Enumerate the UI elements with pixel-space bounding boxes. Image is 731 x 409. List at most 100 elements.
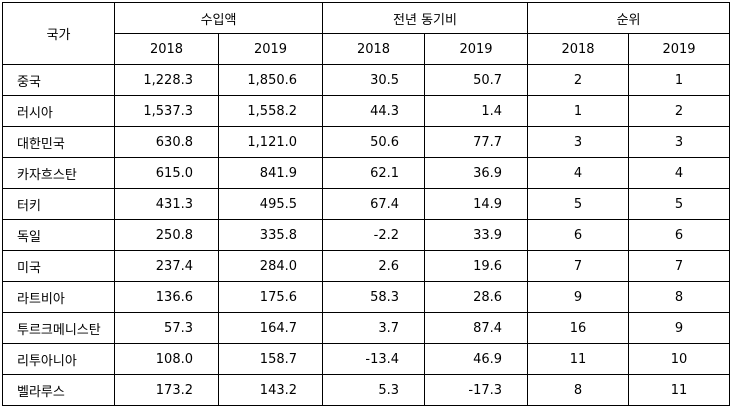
yoy-2018-cell: 30.5 [322, 64, 426, 96]
imports-2019-cell: 335.8 [217, 219, 324, 251]
header-yoy: 전년 동기비 [322, 2, 529, 34]
header-imports: 수입액 [113, 2, 324, 34]
rank-2019-cell: 6 [628, 219, 731, 251]
yoy-2018-cell: 2.6 [322, 250, 426, 282]
country-cell: 카자흐스탄 [2, 157, 115, 189]
rank-2018-cell: 4 [527, 157, 630, 189]
rank-2018-cell: 5 [527, 188, 630, 220]
header-year: 2018 [527, 33, 630, 65]
rank-2019-cell: 11 [628, 374, 731, 406]
country-cell: 벨라루스 [2, 374, 115, 406]
yoy-2019-cell: 46.9 [424, 343, 529, 375]
imports-2018-cell: 615.0 [114, 157, 219, 189]
imports-2018-cell: 136.6 [114, 281, 219, 313]
yoy-2018-cell: 3.7 [322, 312, 426, 344]
table-row: 중국 1,228.3 1,850.6 30.5 50.7 2 1 [2, 64, 731, 96]
rank-2019-cell: 3 [628, 126, 731, 158]
yoy-2018-cell: 44.3 [322, 95, 426, 127]
yoy-2019-cell: -17.3 [424, 374, 529, 406]
table-row: 러시아 1,537.3 1,558.2 44.3 1.4 1 2 [2, 95, 731, 127]
rank-2018-cell: 16 [527, 312, 630, 344]
rank-2019-cell: 8 [628, 281, 731, 313]
yoy-2018-cell: 50.6 [322, 126, 426, 158]
table-row: 카자흐스탄 615.0 841.9 62.1 36.9 4 4 [2, 157, 731, 189]
imports-2018-cell: 1,537.3 [114, 95, 219, 127]
imports-2019-cell: 284.0 [217, 250, 324, 282]
imports-2018-cell: 431.3 [114, 188, 219, 220]
rank-2018-cell: 6 [527, 219, 630, 251]
imports-2019-cell: 495.5 [217, 188, 324, 220]
header-year: 2019 [424, 33, 529, 65]
country-cell: 대한민국 [2, 126, 115, 158]
rank-2018-cell: 3 [527, 126, 630, 158]
yoy-2018-cell: 5.3 [322, 374, 426, 406]
table-row: 미국 237.4 284.0 2.6 19.6 7 7 [2, 250, 731, 282]
rank-2018-cell: 9 [527, 281, 630, 313]
header-rank: 순위 [527, 2, 731, 34]
header-row-years: 2018 2019 2018 2019 2018 2019 [3, 33, 731, 65]
rank-2018-cell: 8 [527, 374, 630, 406]
imports-2019-cell: 841.9 [217, 157, 324, 189]
table-row: 리투아니아 108.0 158.7 -13.4 46.9 11 10 [2, 343, 731, 375]
yoy-2018-cell: -2.2 [322, 219, 426, 251]
rank-2019-cell: 4 [628, 157, 731, 189]
yoy-2019-cell: 14.9 [424, 188, 529, 220]
country-cell: 터키 [2, 188, 115, 220]
header-row-groups: 국가 수입액 전년 동기비 순위 [2, 2, 731, 65]
imports-2019-cell: 1,558.2 [217, 95, 324, 127]
imports-2018-cell: 173.2 [114, 374, 219, 406]
rank-2018-cell: 7 [527, 250, 630, 282]
table-row: 벨라루스 173.2 143.2 5.3 -17.3 8 11 [2, 374, 731, 406]
table-body: 중국 1,228.3 1,850.6 30.5 50.7 2 1 러시아 1,537.3 1,55… [2, 64, 731, 406]
rank-2019-cell: 2 [628, 95, 731, 127]
yoy-2019-cell: 33.9 [424, 219, 529, 251]
yoy-2018-cell: 67.4 [322, 188, 426, 220]
imports-2019-cell: 164.7 [217, 312, 324, 344]
table-row: 독일 250.8 335.8 -2.2 33.9 6 6 [2, 219, 731, 251]
imports-2018-cell: 630.8 [114, 126, 219, 158]
imports-2018-cell: 108.0 [114, 343, 219, 375]
imports-2018-cell: 57.3 [114, 312, 219, 344]
imports-2019-cell: 1,850.6 [217, 64, 324, 96]
yoy-2019-cell: 1.4 [424, 95, 529, 127]
country-cell: 미국 [2, 250, 115, 282]
country-cell: 리투아니아 [2, 343, 115, 375]
rank-2019-cell: 10 [628, 343, 731, 375]
country-cell: 중국 [2, 64, 115, 96]
header-year: 2019 [628, 33, 731, 65]
imports-2019-cell: 143.2 [217, 374, 324, 406]
header-year: 2018 [114, 33, 219, 65]
rank-2019-cell: 7 [628, 250, 731, 282]
rank-2019-cell: 5 [628, 188, 731, 220]
rank-2018-cell: 2 [527, 64, 630, 96]
yoy-2018-cell: -13.4 [322, 343, 426, 375]
country-cell: 투르크메니스탄 [2, 312, 115, 344]
imports-2019-cell: 1,121.0 [217, 126, 324, 158]
yoy-2019-cell: 50.7 [424, 64, 529, 96]
table-row: 라트비아 136.6 175.6 58.3 28.6 9 8 [2, 281, 731, 313]
country-cell: 라트비아 [2, 281, 115, 313]
yoy-2018-cell: 62.1 [322, 157, 426, 189]
yoy-2019-cell: 87.4 [424, 312, 529, 344]
yoy-2019-cell: 28.6 [424, 281, 529, 313]
rank-2019-cell: 1 [628, 64, 731, 96]
imports-2018-cell: 250.8 [114, 219, 219, 251]
country-cell: 독일 [2, 219, 115, 251]
table-row: 투르크메니스탄 57.3 164.7 3.7 87.4 16 9 [2, 312, 731, 344]
yoy-2018-cell: 58.3 [322, 281, 426, 313]
imports-2019-cell: 175.6 [217, 281, 324, 313]
yoy-2019-cell: 77.7 [424, 126, 529, 158]
header-year: 2018 [322, 33, 426, 65]
table-row: 대한민국 630.8 1,121.0 50.6 77.7 3 3 [2, 126, 731, 158]
imports-2018-cell: 237.4 [114, 250, 219, 282]
header-country: 국가 [2, 2, 115, 65]
rank-2018-cell: 11 [527, 343, 630, 375]
imports-2019-cell: 158.7 [217, 343, 324, 375]
yoy-2019-cell: 19.6 [424, 250, 529, 282]
imports-2018-cell: 1,228.3 [114, 64, 219, 96]
rank-2018-cell: 1 [527, 95, 630, 127]
country-cell: 러시아 [2, 95, 115, 127]
table-row: 터키 431.3 495.5 67.4 14.9 5 5 [2, 188, 731, 220]
rank-2019-cell: 9 [628, 312, 731, 344]
